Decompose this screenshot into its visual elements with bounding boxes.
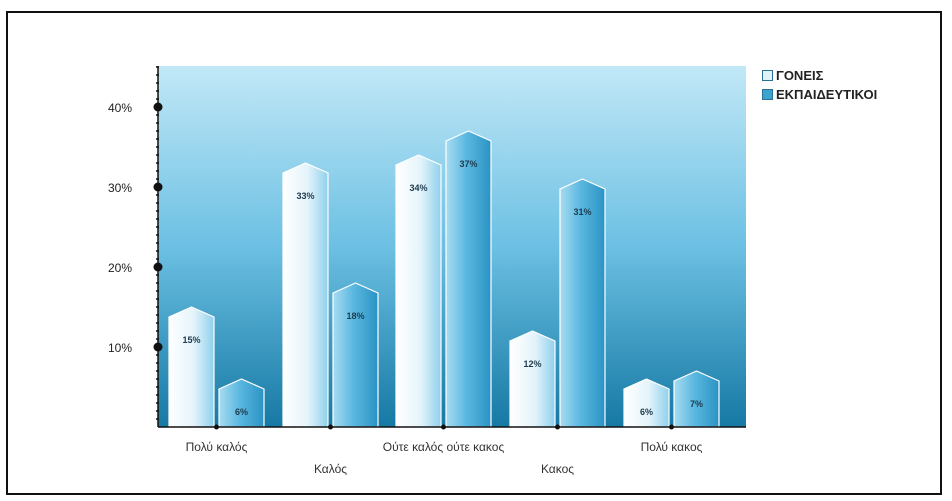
x-tick <box>555 424 560 430</box>
legend-label-series-2: ΕΚΠΑΙΔΕΥΤΙΚΟΙ <box>776 87 878 102</box>
x-tick <box>214 424 219 430</box>
x-category-label-3: Ούτε καλός ούτε κακος <box>383 440 505 454</box>
x-tick <box>328 424 333 430</box>
y-major-tick <box>153 102 163 112</box>
x-category-label-4: Κακος <box>541 462 574 476</box>
bar-label-series-1-4: 12% <box>523 359 541 369</box>
bar-label-series-2-4: 31% <box>573 207 591 217</box>
bar-series-2-2 <box>332 282 379 428</box>
legend-item-series-1: ΓΟΝΕΙΣ <box>762 66 877 85</box>
x-tick <box>441 424 446 430</box>
y-major-tick <box>153 182 163 192</box>
x-category-label-5: Πολύ κακος <box>641 440 703 454</box>
bar-label-series-2-1: 6% <box>235 407 248 417</box>
bar-label-series-2-2: 18% <box>346 311 364 321</box>
bar-series-1-2 <box>282 162 329 428</box>
bar-label-series-1-2: 33% <box>296 191 314 201</box>
bar-series-1-5 <box>623 378 670 428</box>
bar-label-series-2-5: 7% <box>690 399 703 409</box>
bar-series-1-3 <box>395 154 442 428</box>
bar-series-1-1 <box>168 306 215 428</box>
bar-series-2-1 <box>218 378 265 428</box>
bar-label-series-1-3: 34% <box>409 183 427 193</box>
bar-label-series-2-3: 37% <box>459 159 477 169</box>
x-tick <box>669 424 674 430</box>
y-tick-label: 30% <box>108 181 132 195</box>
y-tick-label: 40% <box>108 101 132 115</box>
bar-label-series-1-1: 15% <box>182 335 200 345</box>
legend-label-series-1: ΓΟΝΕΙΣ <box>776 68 824 83</box>
x-category-label-1: Πολύ καλός <box>186 440 248 454</box>
legend: ΓΟΝΕΙΣ ΕΚΠΑΙΔΕΥΤΙΚΟΙ <box>762 66 877 104</box>
y-major-tick <box>153 262 163 272</box>
legend-swatch-series-2 <box>762 89 773 100</box>
y-tick-label: 10% <box>108 341 132 355</box>
y-major-tick <box>153 342 163 352</box>
x-category-label-2: Καλός <box>314 462 347 476</box>
bar-series-2-3 <box>445 130 492 428</box>
bar-series-1-4 <box>509 330 556 428</box>
bar-label-series-1-5: 6% <box>640 407 653 417</box>
y-tick-label: 20% <box>108 261 132 275</box>
legend-swatch-series-1 <box>762 70 773 81</box>
legend-item-series-2: ΕΚΠΑΙΔΕΥΤΙΚΟΙ <box>762 85 877 104</box>
